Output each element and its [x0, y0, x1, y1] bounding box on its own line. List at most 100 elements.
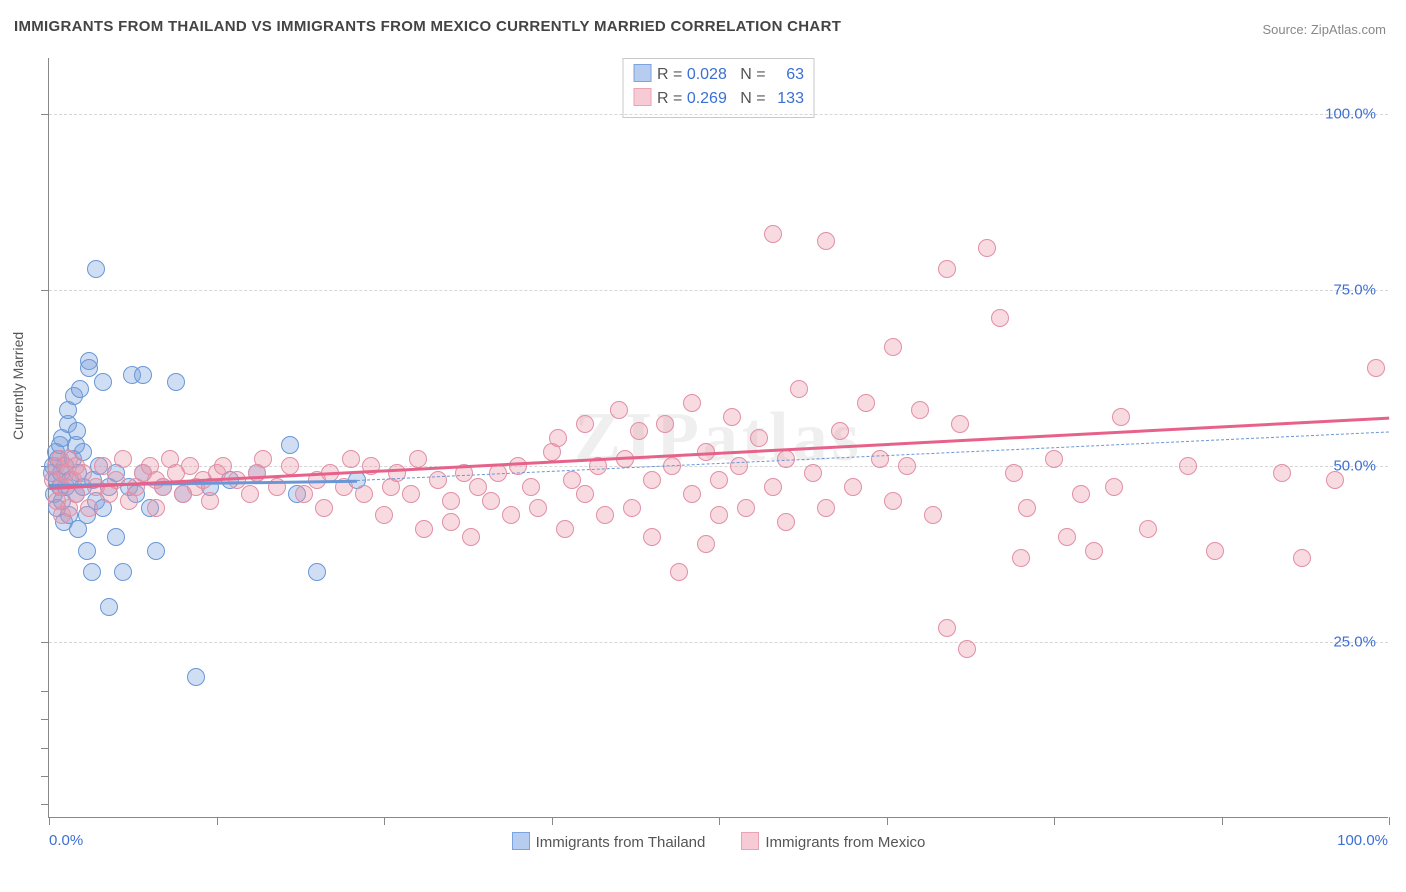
y-axis-tick [41, 748, 49, 749]
scatter-point [201, 492, 219, 510]
scatter-point [342, 450, 360, 468]
scatter-point [147, 499, 165, 517]
chart-title: IMMIGRANTS FROM THAILAND VS IMMIGRANTS F… [14, 18, 841, 35]
stats-r-value: 0.269 [687, 90, 727, 107]
scatter-point [187, 668, 205, 686]
scatter-point [991, 309, 1009, 327]
scatter-point [610, 401, 628, 419]
x-axis-label-min: 0.0% [49, 832, 83, 849]
scatter-point [884, 492, 902, 510]
scatter-point [529, 499, 547, 517]
y-axis-tick [41, 114, 49, 115]
scatter-point [596, 506, 614, 524]
scatter-point [429, 471, 447, 489]
scatter-point [576, 415, 594, 433]
scatter-point [1326, 471, 1344, 489]
legend-label: Immigrants from Mexico [765, 834, 925, 851]
scatter-point [80, 499, 98, 517]
stats-n-label: N = [727, 66, 770, 83]
stats-r-label: R = [657, 66, 687, 83]
scatter-point [482, 492, 500, 510]
scatter-point [1005, 464, 1023, 482]
x-axis-tick [49, 817, 50, 825]
scatter-point [1293, 549, 1311, 567]
x-axis-tick [217, 817, 218, 825]
scatter-point [898, 457, 916, 475]
scatter-point [1273, 464, 1291, 482]
scatter-point [388, 464, 406, 482]
scatter-point [100, 598, 118, 616]
stats-r-value: 0.028 [687, 66, 727, 83]
legend-label: Immigrants from Thailand [536, 834, 706, 851]
source-attribution: Source: ZipAtlas.com [1262, 22, 1386, 37]
y-axis-label: Currently Married [10, 332, 26, 440]
scatter-point [1105, 478, 1123, 496]
scatter-point [710, 506, 728, 524]
scatter-point [80, 359, 98, 377]
y-axis-tick [41, 719, 49, 720]
scatter-point [1058, 528, 1076, 546]
scatter-point [831, 422, 849, 440]
scatter-point [817, 499, 835, 517]
series-legend: Immigrants from Thailand Immigrants from … [49, 832, 1388, 851]
scatter-point [549, 429, 567, 447]
scatter-point [167, 373, 185, 391]
scatter-point [114, 563, 132, 581]
scatter-point [643, 528, 661, 546]
scatter-point [315, 499, 333, 517]
y-gridline-label: 100.0% [1325, 106, 1376, 123]
legend-swatch [512, 832, 530, 850]
stats-n-label: N = [727, 90, 770, 107]
x-axis-label-max: 100.0% [1337, 832, 1388, 849]
scatter-point [147, 542, 165, 560]
y-axis-tick [41, 642, 49, 643]
x-axis-tick [384, 817, 385, 825]
scatter-point [415, 520, 433, 538]
scatter-point [1367, 359, 1385, 377]
scatter-point [817, 232, 835, 250]
legend-item: Immigrants from Thailand [512, 832, 706, 851]
y-axis-tick [41, 804, 49, 805]
scatter-point [844, 478, 862, 496]
scatter-point [74, 464, 92, 482]
scatter-point [469, 478, 487, 496]
stats-row: R = 0.028 N = 63 [633, 63, 804, 87]
scatter-point [1112, 408, 1130, 426]
scatter-point [355, 485, 373, 503]
y-axis-tick [41, 691, 49, 692]
y-axis-tick [41, 776, 49, 777]
scatter-point [254, 450, 272, 468]
scatter-point [924, 506, 942, 524]
gridline-horizontal [49, 642, 1388, 643]
scatter-point [181, 457, 199, 475]
gridline-horizontal [49, 114, 1388, 115]
stats-r-label: R = [657, 90, 687, 107]
scatter-point [1072, 485, 1090, 503]
legend-swatch [633, 64, 651, 82]
scatter-point [576, 485, 594, 503]
scatter-point [643, 471, 661, 489]
scatter-point [978, 239, 996, 257]
y-axis-tick [41, 290, 49, 291]
scatter-point [656, 415, 674, 433]
x-axis-tick [1054, 817, 1055, 825]
scatter-point [723, 408, 741, 426]
x-axis-tick [719, 817, 720, 825]
scatter-point [1045, 450, 1063, 468]
scatter-point [375, 506, 393, 524]
scatter-point [884, 338, 902, 356]
legend-item: Immigrants from Mexico [741, 832, 925, 851]
scatter-point [911, 401, 929, 419]
trend-line [357, 431, 1389, 481]
scatter-point [94, 373, 112, 391]
scatter-point [777, 513, 795, 531]
scatter-point [857, 394, 875, 412]
stats-n-value: 133 [770, 87, 804, 111]
scatter-point [1012, 549, 1030, 567]
scatter-point [1179, 457, 1197, 475]
scatter-point [938, 260, 956, 278]
scatter-point [710, 471, 728, 489]
scatter-point [462, 528, 480, 546]
scatter-point [442, 492, 460, 510]
scatter-point [502, 506, 520, 524]
